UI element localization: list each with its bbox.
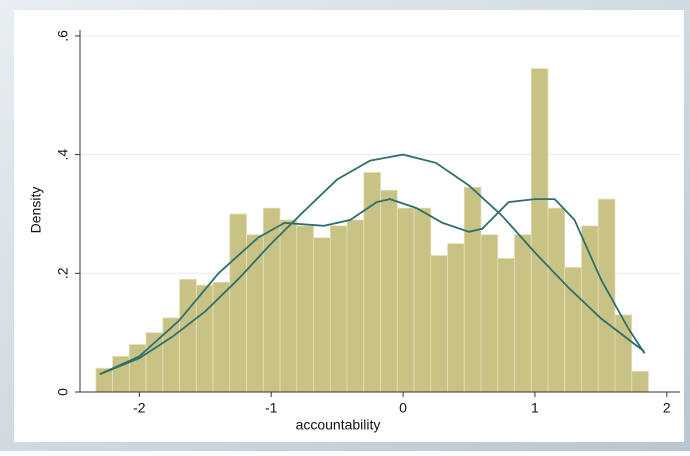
- bar: [614, 314, 633, 393]
- bar: [530, 68, 549, 393]
- density-line: [99, 153, 645, 376]
- y-axis-label: Density: [28, 187, 44, 234]
- y-tick-label: .2: [55, 267, 71, 279]
- x-tick-label: 0: [399, 400, 407, 416]
- bar: [597, 198, 616, 393]
- x-tick-label: -2: [133, 400, 146, 416]
- bar: [514, 234, 532, 393]
- y-tick-label: .4: [55, 149, 71, 161]
- bar: [480, 234, 499, 393]
- bar: [396, 207, 415, 393]
- bar: [547, 207, 566, 393]
- bar: [246, 234, 264, 393]
- bar: [346, 219, 365, 393]
- y-tick-label: .6: [55, 30, 71, 42]
- bar: [212, 281, 231, 393]
- bar: [430, 255, 448, 393]
- bar: [380, 189, 398, 393]
- bar: [413, 207, 432, 393]
- y-tick-label: 0: [55, 388, 71, 396]
- bar: [279, 219, 298, 393]
- bar: [463, 186, 482, 393]
- bar: [229, 213, 247, 393]
- bar: [145, 332, 164, 393]
- bar: [195, 284, 214, 393]
- bar: [296, 225, 314, 393]
- x-axis-label: accountability: [296, 417, 381, 433]
- x-tick-label: 2: [663, 400, 671, 416]
- bar: [262, 207, 281, 393]
- bar: [162, 317, 180, 393]
- density-line: [99, 198, 646, 376]
- x-tick-label: 1: [531, 400, 539, 416]
- bar: [179, 278, 197, 393]
- bar: [447, 243, 465, 393]
- bar: [631, 370, 649, 393]
- bar: [329, 225, 348, 393]
- bar: [313, 237, 331, 393]
- bar: [497, 258, 515, 393]
- x-tick-label: -1: [265, 400, 278, 416]
